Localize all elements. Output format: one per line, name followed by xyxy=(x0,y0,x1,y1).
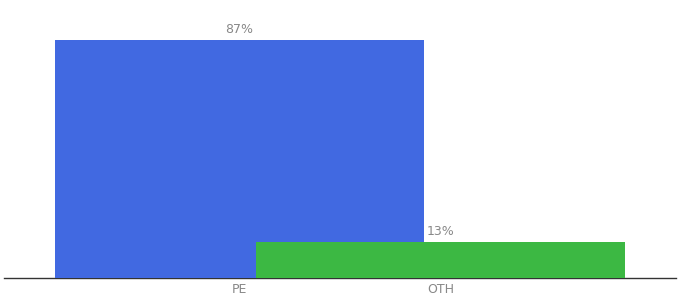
Bar xyxy=(256,242,626,278)
Text: 87%: 87% xyxy=(225,23,253,36)
Text: 13%: 13% xyxy=(427,225,455,238)
Bar xyxy=(54,40,424,278)
